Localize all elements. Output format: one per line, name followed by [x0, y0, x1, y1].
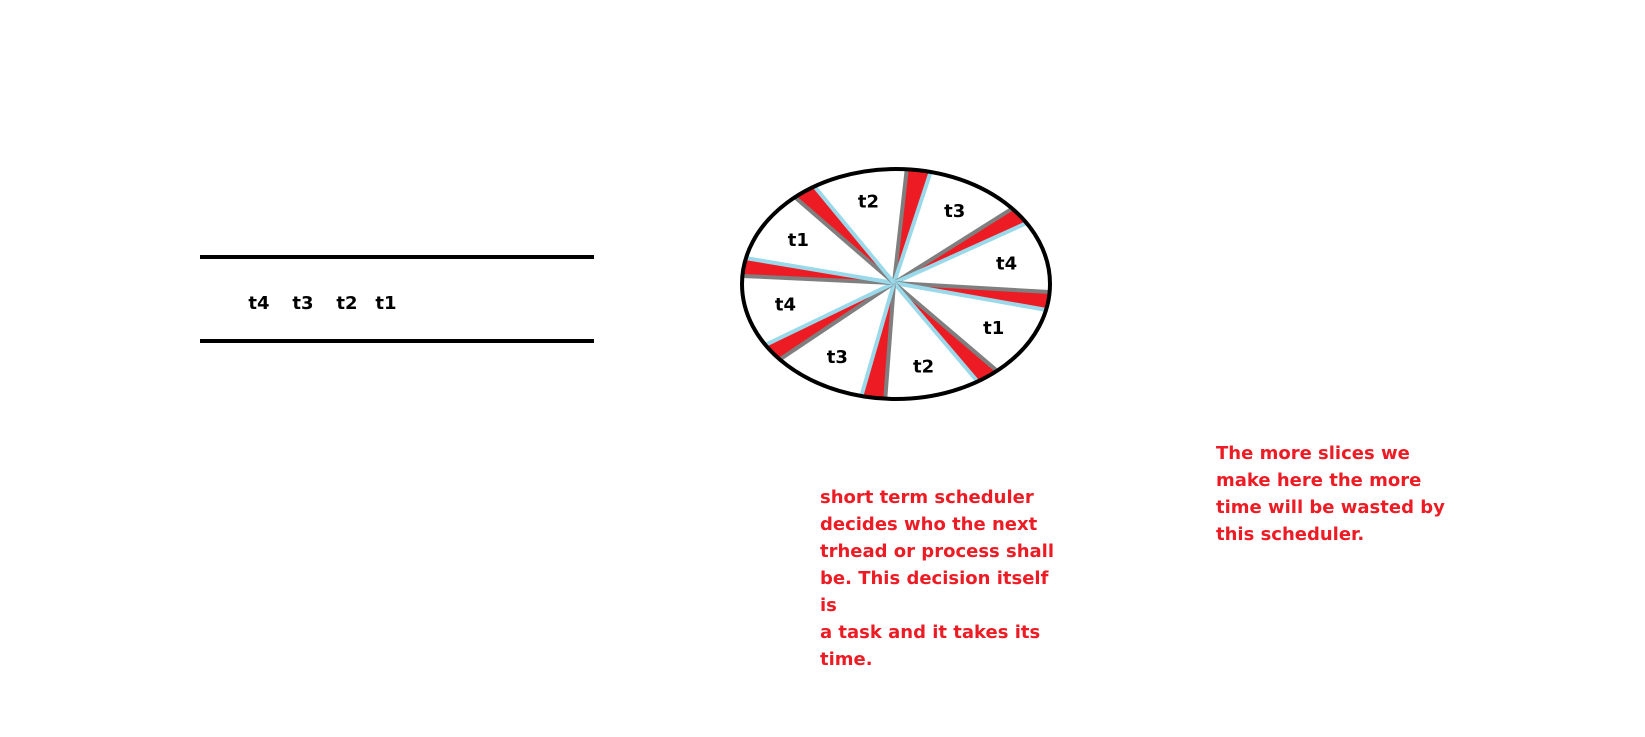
slice-divider: [893, 281, 1047, 312]
slice-divider: [892, 206, 1014, 285]
slice-label: t2: [858, 191, 879, 212]
scheduler-wedge: [764, 283, 894, 361]
slice-label: t1: [983, 318, 1004, 339]
scheduler-note: short term scheduler decides who the nex…: [820, 487, 1055, 670]
queue-item: t1: [375, 293, 396, 314]
slice-divider: [892, 169, 909, 284]
slice-divider: [893, 221, 1028, 285]
scheduler-wedge: [793, 185, 894, 283]
slice-divider: [892, 281, 980, 383]
slice-label: t3: [944, 201, 965, 222]
slice-divider: [859, 282, 896, 397]
slice-label: t4: [996, 253, 1017, 274]
slice-divider: [745, 256, 895, 285]
scheduler-wedge: [894, 283, 999, 383]
slice-divider: [742, 273, 895, 285]
slice-divider: [793, 195, 896, 285]
slice-label: t4: [775, 295, 796, 316]
slice-divider: [764, 281, 895, 347]
slice-divider: [883, 282, 896, 399]
slice-divider: [778, 281, 896, 362]
slice-divider: [892, 281, 999, 373]
slice-label: t3: [827, 347, 848, 368]
queue-item: t2: [336, 293, 357, 314]
slice-divider: [893, 281, 1050, 295]
queue-item: t4: [248, 293, 269, 314]
round-robin-pie: t3 t4 t1 t2 t3 t4 t1 t2: [740, 167, 1052, 401]
slice-label: t1: [788, 230, 809, 251]
pie-outline: [740, 167, 1052, 401]
slice-divider: [892, 171, 933, 284]
slices-note: The more slices we make here the more ti…: [1216, 443, 1445, 545]
queue-item: t3: [292, 293, 313, 314]
ready-queue: t4 t3 t2 t1: [200, 255, 594, 343]
slice-divider: [812, 185, 896, 285]
slice-label: t2: [913, 357, 934, 378]
